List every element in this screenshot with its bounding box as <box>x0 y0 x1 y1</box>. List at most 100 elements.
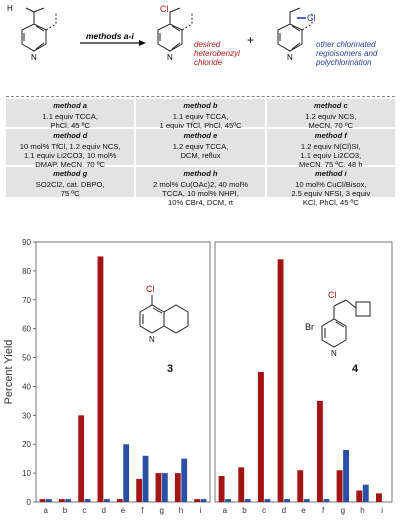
y-tick-label: 90 <box>22 238 31 247</box>
double-bond <box>335 321 345 328</box>
bar-other-h <box>181 458 188 502</box>
desired-caption-line-1: desired <box>194 40 221 49</box>
desired-product-structure <box>157 7 193 52</box>
bar-desired-a <box>218 476 225 502</box>
method-cell-i: method i 10 mol% CuCl/Bisox, 2.5 equiv NF… <box>266 167 395 207</box>
bar-other-e <box>303 499 310 502</box>
plot-frame <box>35 241 211 503</box>
yield-bar-charts: 0 10 20 30 40 50 60 70 80 90 Percent Yield a b c d e f g h… <box>3 238 393 515</box>
side-product-structure <box>277 7 313 52</box>
method-cell-c: method c 1.2 equiv NCS, MeCN, 70 ºC <box>266 99 395 130</box>
x-tick-label: d <box>101 506 105 515</box>
compound-number-label: 4 <box>352 363 359 375</box>
bar-desired-e <box>116 499 123 502</box>
starting-material-structure <box>21 7 57 52</box>
bar-desired-d <box>97 256 104 502</box>
method-conditions: 10 mol% TfCl, 1.2 equiv NCS, 1.1 equiv L… <box>19 142 121 169</box>
plot-frame <box>214 241 393 503</box>
nitrogen-label-side: N <box>287 53 293 62</box>
x-tick-label: e <box>301 506 306 515</box>
compound-4-chlorine: Cl <box>328 290 337 300</box>
bar-other-f <box>142 455 149 502</box>
bar-other-e <box>123 444 130 502</box>
nitrogen-label-start: N <box>31 53 37 62</box>
method-conditions: 1.2 equiv TCCA, DCM, reflux <box>172 142 229 160</box>
bar-other-g <box>161 473 168 502</box>
y-tick-label: 60 <box>22 325 31 334</box>
y-axis-label: Percent Yield <box>3 340 15 405</box>
compound-3-nitrogen: N <box>149 335 155 344</box>
y-tick-label: 10 <box>22 469 31 478</box>
chart-panel-3: 0 10 20 30 40 50 60 70 80 90 Percent Yield a b c d e f g h… <box>3 238 211 515</box>
method-conditions: 1.2 equiv N(Cl)SI, 1.1 equiv Li2CO3, MeC… <box>299 142 363 169</box>
hydrogen-label: H <box>7 4 13 13</box>
bar-desired-c <box>78 415 85 502</box>
double-bond <box>152 307 163 314</box>
reaction-scheme: H N methods a-i Cl N desired heterobenzy… <box>7 4 378 67</box>
method-cell-b: method b 1.1 equiv TCCA, 1 equiv TfCl, Ph… <box>136 99 265 130</box>
cyclohexane-ring <box>163 304 189 334</box>
method-name: method i <box>315 169 347 178</box>
x-tick-label: c <box>262 506 266 515</box>
method-cell-f: method f 1.2 equiv N(Cl)SI, 1.1 equiv Li2… <box>266 129 395 169</box>
bar-desired-b <box>238 467 245 502</box>
method-conditions: 2 mol% Cu(OAc)2, 40 mol% TCCA, 10 mol% N… <box>153 180 248 207</box>
x-tick-label: c <box>82 506 86 515</box>
x-tick-label: g <box>341 506 345 515</box>
method-conditions: 1.1 equiv TCCA, 1 equiv TfCl, PhCl, 45ºC <box>159 112 242 130</box>
y-tick-label: 80 <box>22 267 31 276</box>
x-tick-label: g <box>159 506 163 515</box>
bar-desired-f <box>316 400 323 502</box>
x-tick-label: f <box>322 506 325 515</box>
pyridine-ring <box>321 318 347 348</box>
compound-4-bromine: Br <box>305 322 314 332</box>
method-conditions: SO2Cl2, cat. DBPO, 75 ºC <box>35 180 105 198</box>
y-tick-label: 50 <box>22 354 31 363</box>
bar-desired-h <box>174 473 181 502</box>
compound-3-structure <box>139 295 189 334</box>
side-chlorine-label: Cl <box>307 13 316 23</box>
x-tick-label: h <box>179 506 183 515</box>
x-tick-label: a <box>223 506 228 515</box>
y-tick-label: 40 <box>22 382 31 391</box>
bar-other-g <box>343 450 350 502</box>
other-caption-line-3: polychlorination <box>315 58 372 67</box>
bar-other-b <box>65 499 72 502</box>
method-conditions: 1.1 equiv TCCA, PhCl, 45 ºC <box>42 112 98 130</box>
bar-desired-e <box>297 470 304 502</box>
x-tick-label: d <box>282 506 286 515</box>
pyridine-ring <box>139 304 165 334</box>
method-cell-e: method e 1.2 equiv TCCA, DCM, reflux <box>136 129 265 165</box>
bar-desired-g <box>155 473 162 502</box>
bar-other-b <box>244 499 251 502</box>
method-name: method c <box>313 101 348 110</box>
methods-arrow-label: methods a-i <box>86 31 134 41</box>
method-name: method a <box>53 101 88 110</box>
method-cell-d: method d 10 mol% TfCl, 1.2 equiv NCS, 1.1… <box>6 129 135 169</box>
x-tick-label: h <box>360 506 364 515</box>
bar-other-c <box>264 499 271 502</box>
bar-desired-h <box>356 490 363 502</box>
bar-desired-d <box>277 259 284 502</box>
method-name: method b <box>183 101 218 110</box>
desired-caption-line-2: heterobenzyl <box>194 49 240 58</box>
method-name: method h <box>183 169 218 178</box>
reaction-arrowhead <box>139 40 146 46</box>
bar-other-c <box>84 499 91 502</box>
bar-desired-i <box>375 493 382 502</box>
desired-product-caption: desired heterobenzyl chloride <box>194 40 242 67</box>
method-name: method e <box>183 131 218 140</box>
desired-caption-line-3: chloride <box>194 58 223 67</box>
bar-other-d <box>284 499 291 502</box>
method-cell-h: method h 2 mol% Cu(OAc)2, 40 mol% TCCA, 1… <box>136 167 265 207</box>
x-tick-label: b <box>63 506 68 515</box>
nitrogen-label-product: N <box>167 53 173 62</box>
x-tick-label: i <box>199 506 201 515</box>
bar-other-h <box>362 484 369 502</box>
method-cell-g: method g SO2Cl2, cat. DBPO, 75 ºC <box>6 167 135 198</box>
bar-desired-c <box>257 372 264 502</box>
x-tick-label: e <box>121 506 126 515</box>
method-name: method d <box>53 131 88 140</box>
bar-other-a <box>45 499 52 502</box>
method-name: method g <box>53 169 88 178</box>
